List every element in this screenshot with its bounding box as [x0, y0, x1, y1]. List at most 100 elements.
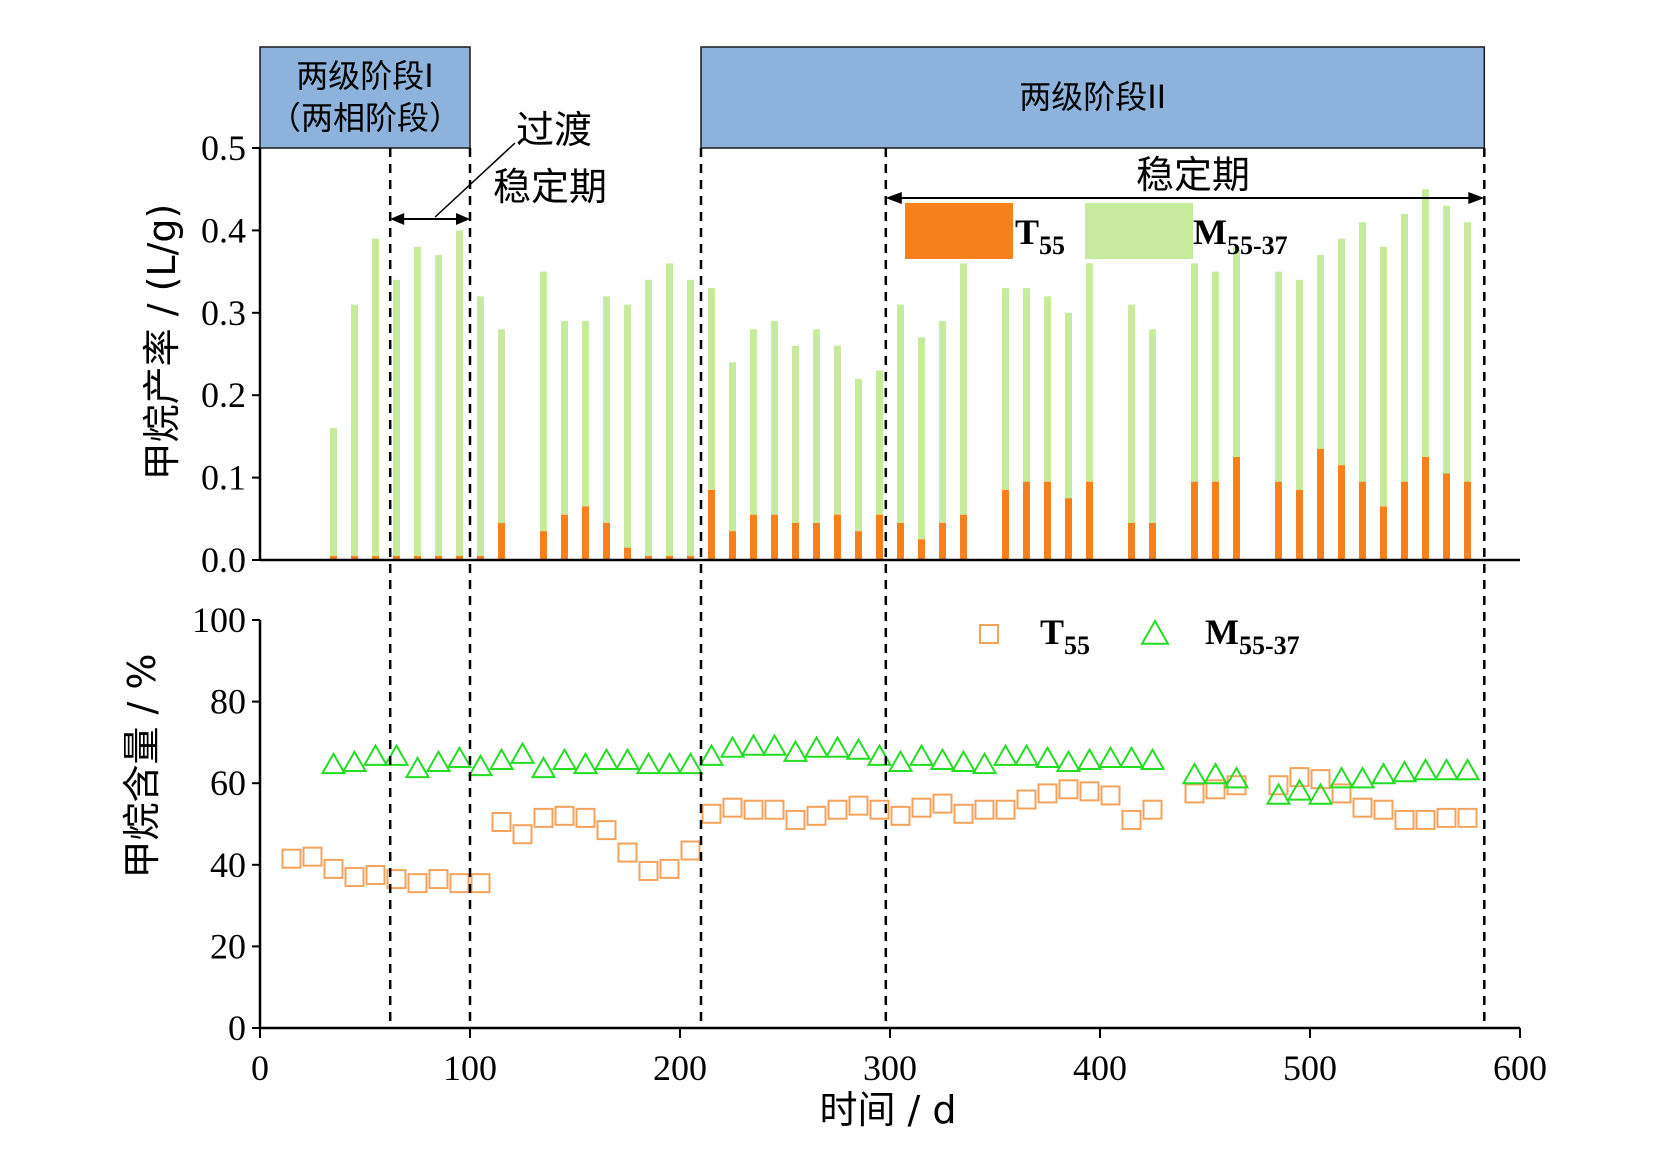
bar-m55-37: [1422, 189, 1429, 457]
legend-label-m55-37-top: M55-37: [1193, 212, 1288, 260]
marker-t55: [533, 807, 554, 828]
bar-m55-37: [855, 378, 862, 532]
bar-m55-37: [792, 345, 799, 523]
marker-t55: [827, 799, 848, 820]
bar-m55-37: [1233, 246, 1240, 457]
marker-t55: [1373, 799, 1394, 820]
bar-m55-37: [603, 296, 610, 523]
marker-t55: [1100, 785, 1121, 806]
top-y-tick-label: 0.2: [201, 375, 246, 415]
bar-t55: [939, 522, 946, 560]
marker-m55-37: [1391, 759, 1418, 783]
marker-t55: [1079, 781, 1100, 802]
bar-m55-37: [645, 279, 652, 556]
marker-t55: [974, 799, 995, 820]
marker-m55-37: [1328, 766, 1355, 789]
marker-t55: [554, 805, 575, 826]
marker-t55: [1016, 789, 1037, 810]
marker-m55-37: [341, 749, 368, 773]
marker-m55-37: [614, 747, 641, 771]
marker-t55: [785, 809, 806, 830]
bar-t55: [1149, 522, 1156, 560]
marker-t55: [1268, 775, 1289, 796]
bar-m55-37: [1338, 238, 1345, 466]
marker-m55-37: [362, 743, 389, 766]
x-tick-label: 400: [1073, 1048, 1127, 1088]
bar-m55-37: [1464, 222, 1471, 482]
marker-m55-37: [635, 751, 662, 775]
x-tick-label: 100: [443, 1048, 497, 1088]
bar-t55: [477, 555, 484, 560]
bar-m55-37: [687, 279, 694, 556]
marker-m55-37: [1223, 766, 1250, 789]
bar-m55-37: [1296, 279, 1303, 490]
marker-m55-37: [1433, 757, 1460, 781]
bar-m55-37: [666, 263, 673, 556]
marker-t55: [911, 797, 932, 818]
marker-m55-37: [1097, 745, 1124, 768]
phase-label-2: 两级阶段II: [1019, 78, 1166, 116]
bar-m55-37: [1212, 271, 1219, 482]
marker-m55-37: [530, 755, 557, 779]
bar-t55: [1401, 481, 1408, 560]
marker-m55-37: [992, 743, 1019, 766]
bottom-y-tick-label: 40: [210, 845, 246, 885]
bar-m55-37: [477, 296, 484, 556]
bar-m55-37: [1317, 255, 1324, 449]
bar-m55-37: [351, 304, 358, 556]
bar-m55-37: [1044, 296, 1051, 482]
bar-t55: [351, 555, 358, 560]
top-y-tick-label: 0.1: [201, 458, 246, 498]
marker-m55-37: [572, 751, 599, 775]
marker-m55-37: [1307, 782, 1334, 805]
x-tick-label: 600: [1493, 1048, 1547, 1088]
marker-m55-37: [761, 733, 788, 756]
x-tick-label: 200: [653, 1048, 707, 1088]
stable-label: 稳定期: [1136, 153, 1250, 197]
bar-t55: [1044, 481, 1051, 560]
marker-t55: [1142, 799, 1163, 820]
marker-t55: [1184, 783, 1205, 804]
x-tick-label: 300: [863, 1048, 917, 1088]
marker-m55-37: [1076, 747, 1103, 771]
axes: 0.0 0.1 0.2 0.3 0.4 0.5 0 20 40 60 80 100 0 100 200 300…: [192, 128, 1547, 1088]
marker-m55-37: [656, 751, 683, 775]
bar-m55-37: [1023, 288, 1030, 482]
bar-t55: [456, 555, 463, 560]
marker-t55: [1205, 779, 1226, 800]
bar-t55: [1359, 481, 1366, 560]
marker-t55: [1415, 809, 1436, 830]
bar-m55-37: [1191, 263, 1198, 482]
bar-t55: [687, 555, 694, 560]
marker-m55-37: [1370, 762, 1397, 785]
x-axis-title: 时间 / d: [819, 1088, 956, 1132]
marker-m55-37: [1202, 762, 1229, 785]
marker-m55-37: [593, 747, 620, 771]
content-markers: [281, 733, 1481, 894]
transition-label-1: 过渡: [516, 108, 592, 152]
bar-t55: [1317, 448, 1324, 560]
phase-box-1: [259, 46, 471, 149]
bar-t55: [603, 522, 610, 560]
bar-m55-37: [708, 288, 715, 490]
bar-t55: [750, 514, 757, 560]
marker-t55: [491, 811, 512, 832]
marker-m55-37: [971, 751, 998, 775]
marker-m55-37: [1349, 766, 1376, 789]
bar-m55-37: [456, 230, 463, 556]
bar-t55: [498, 522, 505, 560]
marker-t55: [617, 842, 638, 863]
bar-t55: [918, 539, 925, 560]
marker-t55: [323, 858, 344, 879]
marker-t55: [995, 799, 1016, 820]
marker-t55: [743, 799, 764, 820]
bar-m55-37: [876, 370, 883, 515]
bar-t55: [813, 522, 820, 560]
marker-m55-37: [320, 751, 347, 775]
bar-t55: [645, 555, 652, 560]
legend-swatch-t55: [905, 203, 1013, 259]
legend-marker-t55: [979, 624, 999, 644]
marker-t55: [764, 799, 785, 820]
bar-t55: [1212, 481, 1219, 560]
